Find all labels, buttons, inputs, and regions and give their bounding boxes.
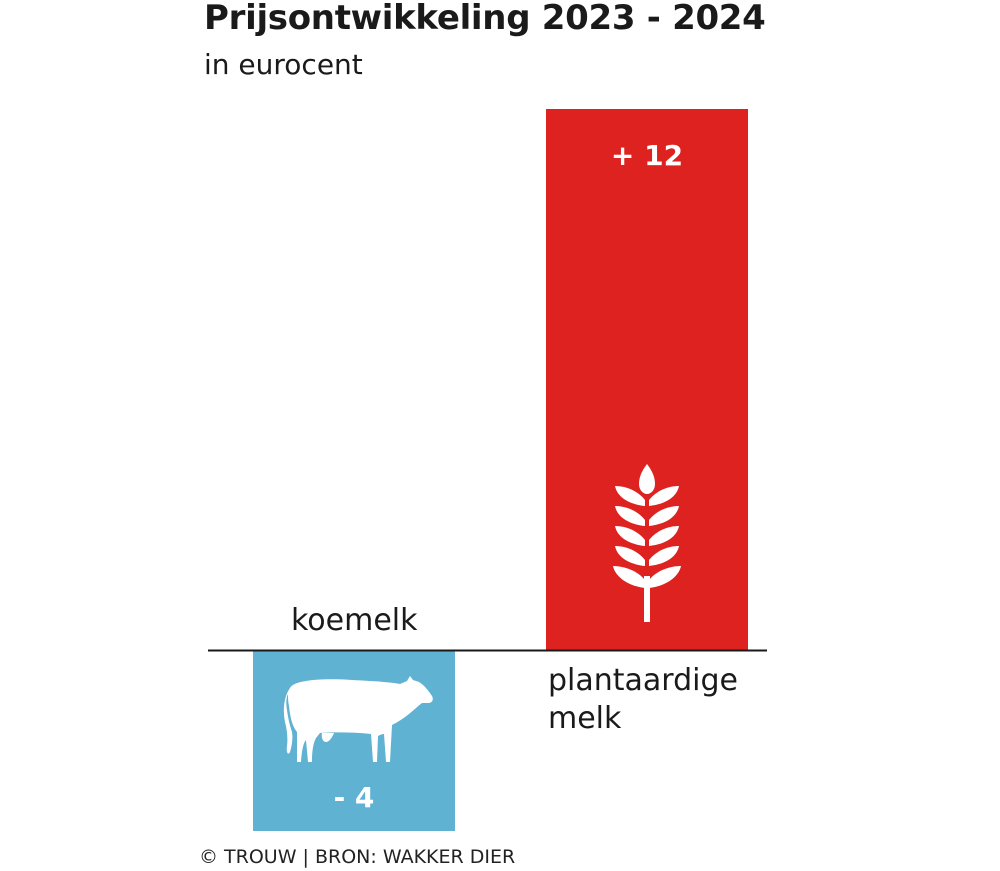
value-label-plantaardige-melk: + 12 — [611, 139, 683, 172]
chart-subtitle: in eurocent — [204, 48, 363, 81]
value-label-koemelk: - 4 — [334, 781, 375, 814]
bar-plantaardige-melk — [546, 109, 748, 651]
chart-title: Prijsontwikkeling 2023 - 2024 — [204, 0, 766, 38]
category-label-plantaardige-melk: plantaardige melk — [548, 663, 738, 736]
cow-icon — [283, 676, 433, 762]
category-label-koemelk: koemelk — [291, 603, 418, 638]
wheat-icon — [613, 464, 681, 622]
source-credit: © TROUW | BRON: WAKKER DIER — [199, 846, 516, 868]
